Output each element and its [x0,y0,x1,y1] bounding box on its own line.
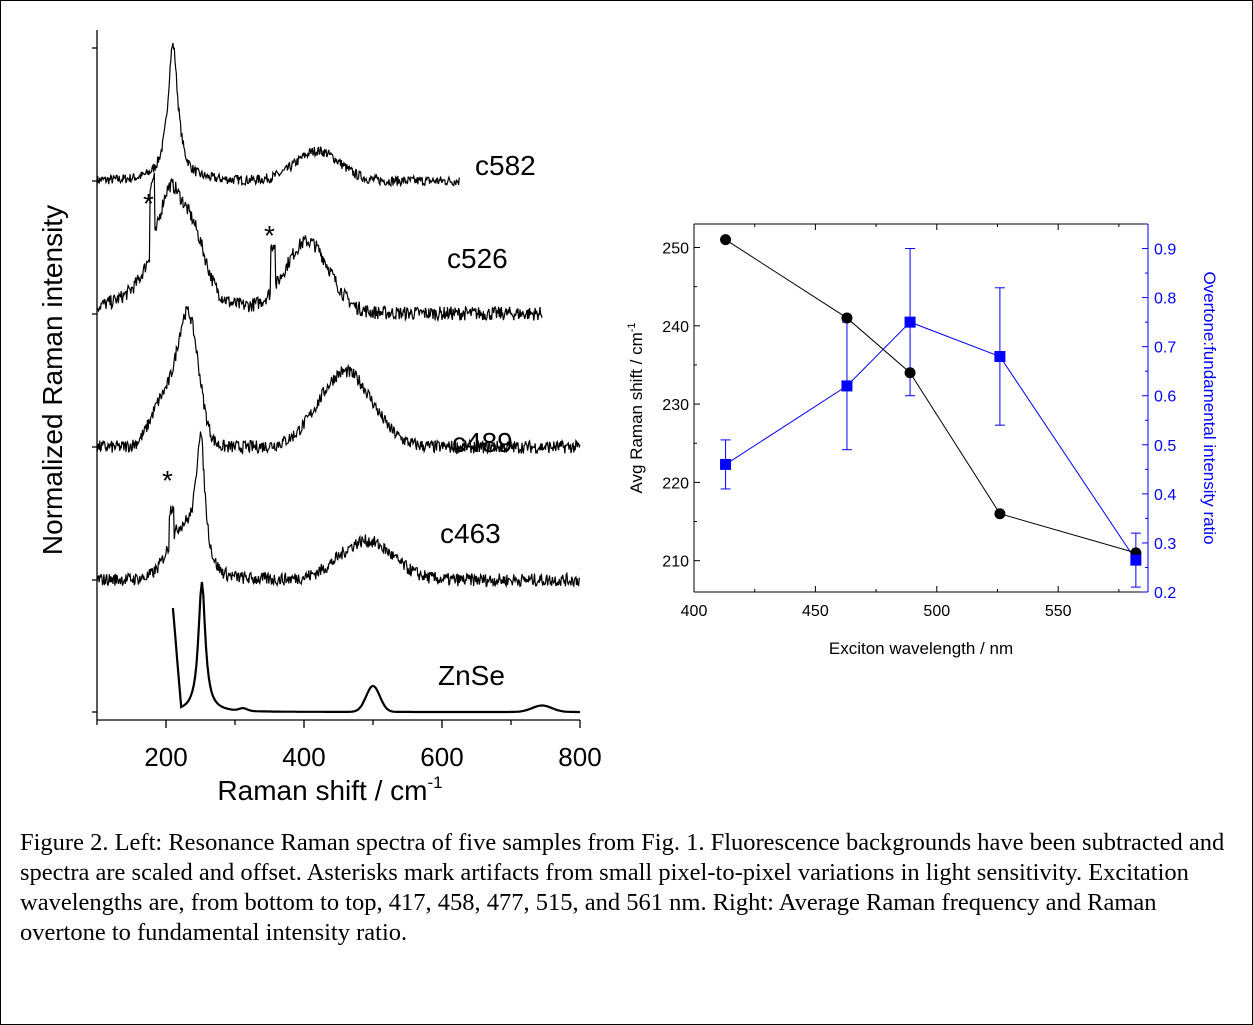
spectrum-line-c489 [96,305,581,455]
spectrum-line-c526 [96,172,543,323]
raman-shift-point [720,234,732,246]
series-label-c526: c526 [447,243,508,274]
left-chart: 200 400 600 800 Raman shift / cm-1 Normalized… [37,30,602,806]
x-axis-label: Raman shift / cm-1 [217,773,442,806]
raman-shift-point [841,312,853,324]
spectrum-line-c463 [96,431,581,588]
right-y-tick-label: 0.4 [1154,487,1176,504]
right-y-tick-label: 0.2 [1154,585,1176,602]
right-y-tick-label: 0.8 [1154,291,1176,308]
series-label-ZnSe: ZnSe [438,660,505,691]
left-y-tick-label: 250 [662,240,689,257]
series-label-c489: c489 [452,427,513,458]
ratio-point [720,458,732,470]
x-tick-label: 400 [681,603,708,620]
caption-text: Figure 2. Left: Resonance Raman spectra … [20,829,1225,946]
spectrum-line-c582 [96,42,460,188]
right-y-tick-label: 0.5 [1154,438,1176,455]
right-y-tick-label: 0.3 [1154,536,1176,553]
ratio-point [841,380,853,392]
right-y-tick-label: 0.9 [1154,242,1176,259]
raman-shift-point [904,367,916,379]
right-y-tick-label: 0.7 [1154,340,1176,357]
x-tick-label: 500 [923,603,950,620]
ratio-point [994,350,1006,362]
x-tick-label: 400 [282,742,325,772]
right-y-axis-label: Overtone:fundamental intensity ratio [1200,271,1219,544]
figure-caption: Figure 2. Left: Resonance Raman spectra … [20,828,1235,948]
x-tick-label: 550 [1045,603,1072,620]
spectrum-line-ZnSe [171,581,580,714]
x-tick-label: 800 [558,742,601,772]
y-axis-label: Normalized Raman intensity [37,205,68,555]
x-tick-label: 600 [420,742,463,772]
right-chart: 400 450 500 550 210 220 230 240 250 0.2 0.3 0.4 0.5 0… [626,223,1219,658]
ratio-point [1130,554,1142,566]
x-axis-label: Exciton wavelength / nm [829,639,1013,658]
raman-shift-point [994,508,1006,520]
left-y-tick-label: 240 [662,319,689,336]
right-y-tick-label: 0.6 [1154,389,1176,406]
left-y-tick-label: 230 [662,397,689,414]
x-tick-label: 200 [144,742,187,772]
left-y-tick-label: 220 [662,475,689,492]
ratio-series-line [725,321,1137,561]
series-label-c463: c463 [440,518,501,549]
ratio-point [904,316,916,328]
x-tick-label: 450 [802,603,829,620]
artifact-asterisk: * [143,188,154,219]
artifact-asterisk: * [264,220,275,251]
left-y-tick-label: 210 [662,554,689,571]
raman-shift-series-line [725,239,1136,554]
artifact-asterisk: * [162,465,173,496]
left-y-axis-label: Avg Raman shift / cm-1 [626,322,646,493]
series-label-c582: c582 [475,150,536,181]
